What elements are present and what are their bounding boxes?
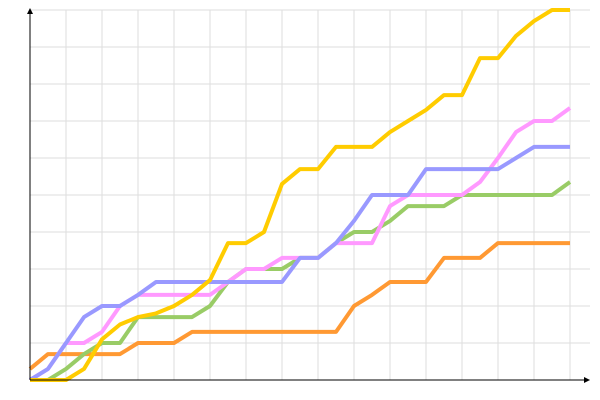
series-line (30, 8, 570, 382)
series-line (30, 180, 572, 382)
series-line (28, 144, 570, 382)
y-axis-arrow (27, 8, 33, 14)
series-line (28, 106, 572, 382)
lines (28, 8, 572, 382)
series-line (28, 241, 570, 371)
x-axis-arrow (584, 377, 590, 383)
